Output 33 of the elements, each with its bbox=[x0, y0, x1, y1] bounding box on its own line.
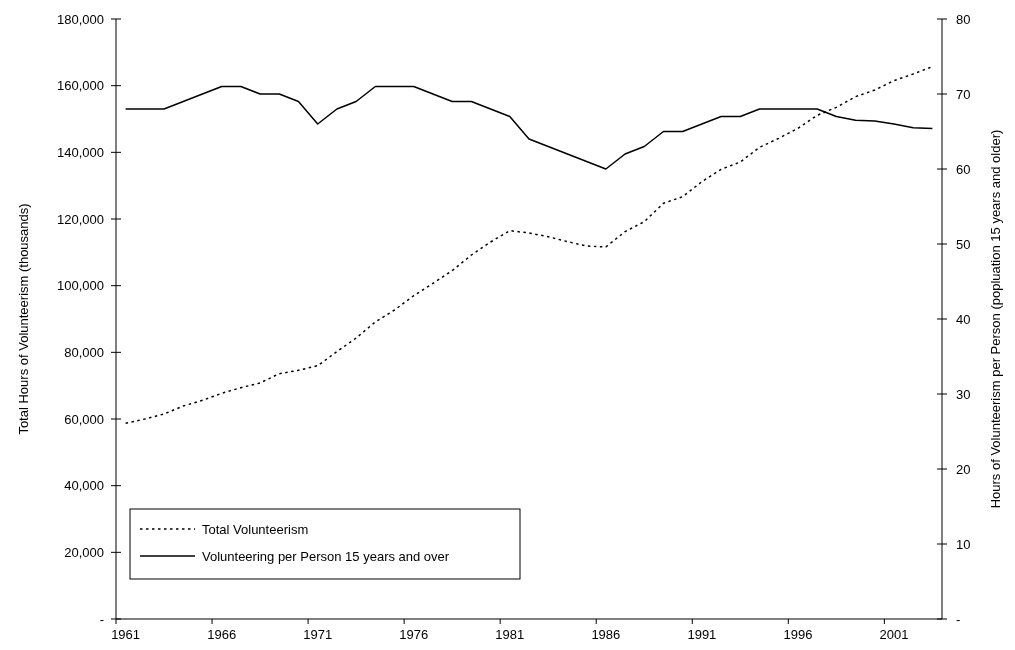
x-tick-label: 1966 bbox=[207, 627, 237, 642]
x-tick-label: 1961 bbox=[111, 627, 141, 642]
x-tick-label: 1986 bbox=[591, 627, 621, 642]
legend-label: Total Volunteerism bbox=[202, 521, 309, 537]
y-tick-label: 80,000 bbox=[64, 344, 104, 360]
legend-label: Volunteering per Person 15 years and over bbox=[202, 548, 450, 564]
y-tick-label: 60,000 bbox=[64, 411, 104, 427]
y2-tick-label: 10 bbox=[956, 536, 971, 552]
x-tick-label: 1976 bbox=[399, 627, 429, 642]
y2-tick-label: 40 bbox=[956, 311, 971, 327]
y-tick-label: - bbox=[99, 611, 104, 627]
y2-tick-label: - bbox=[956, 611, 961, 627]
y2-tick-label: 60 bbox=[956, 161, 971, 177]
x-tick-label: 1996 bbox=[783, 627, 813, 642]
line-series bbox=[124, 65, 934, 425]
y-axis-title: Total Hours of Volunteerism (thousands) bbox=[16, 203, 31, 435]
y-tick-label: 180,000 bbox=[57, 11, 104, 27]
y2-axis-title: Hours of Volunteerism per Person (popluation 15 years and older) bbox=[988, 129, 1003, 509]
y2-tick-label: 70 bbox=[956, 86, 971, 102]
y-tick-label: 40,000 bbox=[64, 478, 104, 494]
y-tick-label: 160,000 bbox=[57, 78, 104, 94]
y2-tick-label: 80 bbox=[956, 11, 971, 27]
x-tick-label: 1991 bbox=[687, 627, 717, 642]
y-tick-label: 140,000 bbox=[57, 144, 104, 160]
y-tick-label: 120,000 bbox=[57, 211, 104, 227]
y-tick-label: 20,000 bbox=[64, 544, 104, 560]
x-tick-label: 2001 bbox=[879, 627, 909, 642]
y2-tick-label: 30 bbox=[956, 386, 971, 402]
y2-tick-label: 20 bbox=[956, 461, 971, 477]
x-tick-label: 1981 bbox=[495, 627, 525, 642]
x-tick-label: 1971 bbox=[303, 627, 333, 642]
y2-tick-label: 50 bbox=[956, 236, 971, 252]
y-tick-label: 100,000 bbox=[57, 278, 104, 294]
